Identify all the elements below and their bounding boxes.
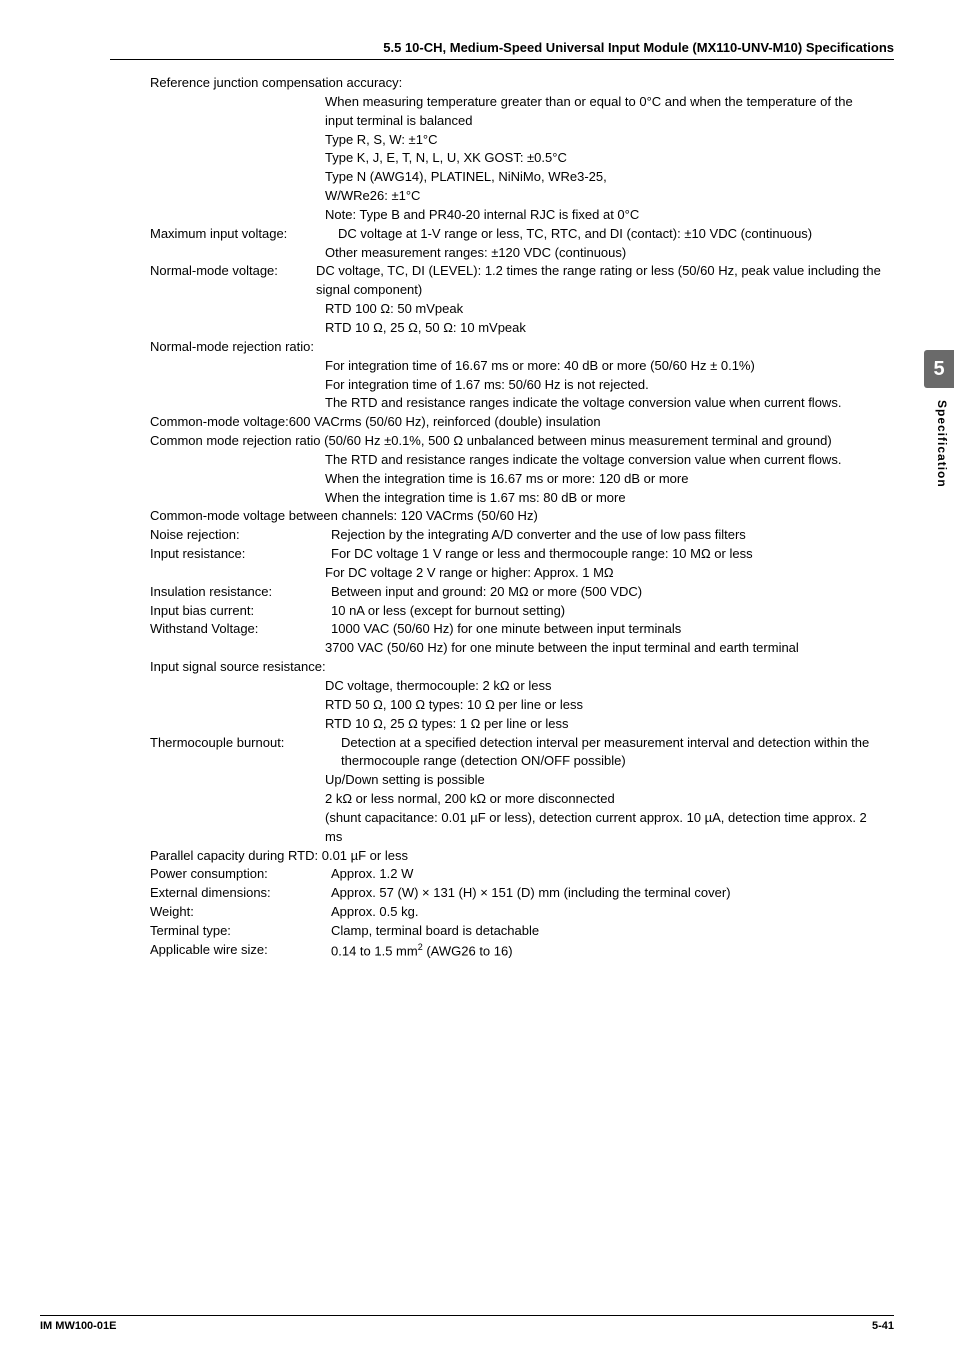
wire-row: Applicable wire size: 0.14 to 1.5 mm2 (A… (150, 941, 884, 961)
ref-junc-line: Type K, J, E, T, N, L, U, XK GOST: ±0.5°… (150, 149, 884, 168)
nm-voltage-label: Normal-mode voltage: (150, 262, 316, 300)
noise-row: Noise rejection: Rejection by the integr… (150, 526, 884, 545)
ins-res-row: Insulation resistance: Between input and… (150, 583, 884, 602)
ref-junc-line: Type N (AWG14), PLATINEL, NiNiMo, WRe3-2… (150, 168, 884, 187)
wire-value: 0.14 to 1.5 mm2 (AWG26 to 16) (331, 941, 884, 961)
term-value: Clamp, terminal board is detachable (331, 922, 884, 941)
sig-src-value: DC voltage, thermocouple: 2 kΩ or less (150, 677, 884, 696)
cm-rej-value: When the integration time is 1.67 ms: 80… (150, 489, 884, 508)
nm-rej-value: For integration time of 16.67 ms or more… (150, 357, 884, 376)
tc-burn-label: Thermocouple burnout: (150, 734, 341, 772)
cm-rej-value: When the integration time is 16.67 ms or… (150, 470, 884, 489)
power-value: Approx. 1.2 W (331, 865, 884, 884)
nm-rej-title: Normal-mode rejection ratio: (150, 338, 884, 357)
max-input-label: Maximum input voltage: (150, 225, 338, 244)
in-res-row: Input resistance: For DC voltage 1 V ran… (150, 545, 884, 564)
max-input-value: DC voltage at 1-V range or less, TC, RTC… (338, 225, 884, 244)
cm-voltage: Common-mode voltage:600 VACrms (50/60 Hz… (150, 413, 884, 432)
chapter-tab: 5 (924, 350, 954, 388)
power-row: Power consumption: Approx. 1.2 W (150, 865, 884, 884)
ref-junc-line: Note: Type B and PR40-20 internal RJC is… (150, 206, 884, 225)
footer-doc-id: IM MW100-01E (40, 1320, 116, 1332)
page: 5.5 10-CH, Medium-Speed Universal Input … (0, 0, 954, 1350)
weight-value: Approx. 0.5 kg. (331, 903, 884, 922)
bias-label: Input bias current: (150, 602, 331, 621)
power-label: Power consumption: (150, 865, 331, 884)
noise-label: Noise rejection: (150, 526, 331, 545)
nm-rej-value: The RTD and resistance ranges indicate t… (150, 394, 884, 413)
withstand-value: 1000 VAC (50/60 Hz) for one minute betwe… (331, 620, 884, 639)
footer: IM MW100-01E 5-41 (40, 1315, 894, 1332)
max-input-row: Maximum input voltage: DC voltage at 1-V… (150, 225, 884, 244)
in-res-value: For DC voltage 2 V range or higher: Appr… (150, 564, 884, 583)
sig-src-title: Input signal source resistance: (150, 658, 884, 677)
side-label: Specification (935, 400, 949, 488)
noise-value: Rejection by the integrating A/D convert… (331, 526, 884, 545)
sig-src-value: RTD 10 Ω, 25 Ω types: 1 Ω per line or le… (150, 715, 884, 734)
ext-dim-row: External dimensions: Approx. 57 (W) × 13… (150, 884, 884, 903)
wire-value-pre: 0.14 to 1.5 mm (331, 943, 418, 958)
footer-page-number: 5-41 (872, 1320, 894, 1332)
withstand-row: Withstand Voltage: 1000 VAC (50/60 Hz) f… (150, 620, 884, 639)
nm-voltage-value: DC voltage, TC, DI (LEVEL): 1.2 times th… (316, 262, 884, 300)
nm-voltage-value: RTD 10 Ω, 25 Ω, 50 Ω: 10 mVpeak (150, 319, 884, 338)
term-label: Terminal type: (150, 922, 331, 941)
tc-burn-row: Thermocouple burnout: Detection at a spe… (150, 734, 884, 772)
bias-value: 10 nA or less (except for burnout settin… (331, 602, 884, 621)
bias-row: Input bias current: 10 nA or less (excep… (150, 602, 884, 621)
nm-rej-value: For integration time of 1.67 ms: 50/60 H… (150, 376, 884, 395)
cm-rej-value: The RTD and resistance ranges indicate t… (150, 451, 884, 470)
max-input-value: Other measurement ranges: ±120 VDC (cont… (150, 244, 884, 263)
tc-burn-value: Up/Down setting is possible (150, 771, 884, 790)
withstand-value: 3700 VAC (50/60 Hz) for one minute betwe… (150, 639, 884, 658)
tc-burn-value: 2 kΩ or less normal, 200 kΩ or more disc… (150, 790, 884, 809)
cm-rej-title-text: Common mode rejection ratio (50/60 Hz ±0… (150, 433, 832, 448)
ref-junc-line: W/WRe26: ±1°C (150, 187, 884, 206)
spec-body: Reference junction compensation accuracy… (110, 74, 894, 961)
ext-dim-label: External dimensions: (150, 884, 331, 903)
ref-junc-line: Type R, S, W: ±1°C (150, 131, 884, 150)
sig-src-value: RTD 50 Ω, 100 Ω types: 10 Ω per line or … (150, 696, 884, 715)
ext-dim-value: Approx. 57 (W) × 131 (H) × 151 (D) mm (i… (331, 884, 884, 903)
cm-rej-title: Common mode rejection ratio (50/60 Hz ±0… (150, 432, 884, 451)
ref-junc-title: Reference junction compensation accuracy… (150, 74, 884, 93)
chapter-number: 5 (933, 358, 944, 381)
wire-label: Applicable wire size: (150, 941, 331, 961)
ref-junc-line: When measuring temperature greater than … (150, 93, 884, 131)
ins-res-label: Insulation resistance: (150, 583, 331, 602)
ins-res-value: Between input and ground: 20 MΩ or more … (331, 583, 884, 602)
wire-value-post: (AWG26 to 16) (423, 943, 513, 958)
section-title: 5.5 10-CH, Medium-Speed Universal Input … (110, 40, 894, 59)
parallel-cap: Parallel capacity during RTD: 0.01 µF or… (150, 847, 884, 866)
in-res-value: For DC voltage 1 V range or less and the… (331, 545, 884, 564)
cm-channels: Common-mode voltage between channels: 12… (150, 507, 884, 526)
nm-voltage-row: Normal-mode voltage: DC voltage, TC, DI … (150, 262, 884, 300)
header-rule: 5.5 10-CH, Medium-Speed Universal Input … (110, 40, 894, 60)
tc-burn-value: (shunt capacitance: 0.01 µF or less), de… (150, 809, 884, 847)
withstand-label: Withstand Voltage: (150, 620, 331, 639)
weight-label: Weight: (150, 903, 331, 922)
weight-row: Weight: Approx. 0.5 kg. (150, 903, 884, 922)
term-row: Terminal type: Clamp, terminal board is … (150, 922, 884, 941)
nm-voltage-value: RTD 100 Ω: 50 mVpeak (150, 300, 884, 319)
in-res-label: Input resistance: (150, 545, 331, 564)
tc-burn-value: Detection at a specified detection inter… (341, 734, 884, 772)
